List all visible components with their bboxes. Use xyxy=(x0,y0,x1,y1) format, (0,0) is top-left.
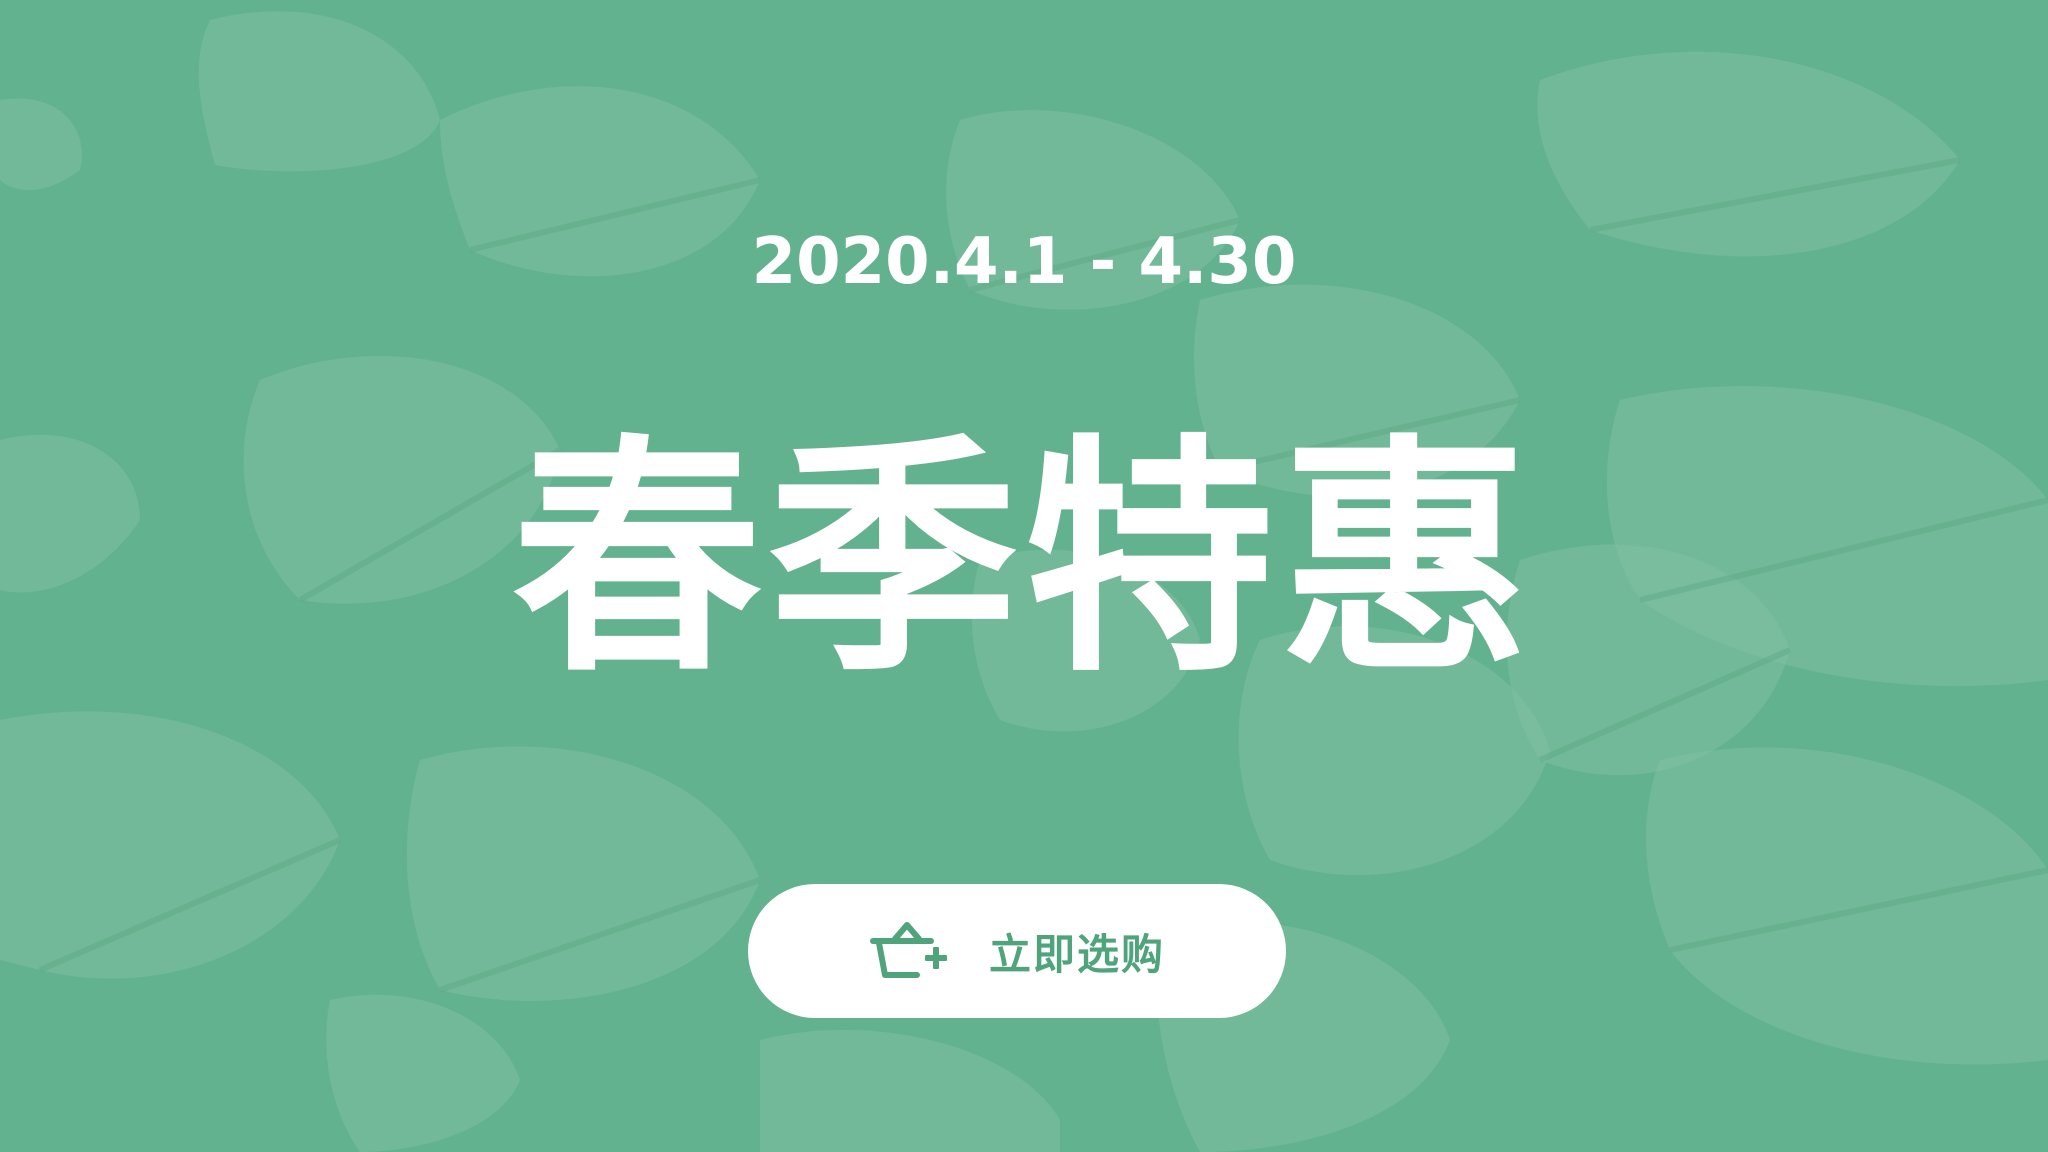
shopping-basket-add-icon xyxy=(869,922,947,978)
shop-now-button[interactable]: 立即选购 xyxy=(748,884,1286,1018)
shop-now-label: 立即选购 xyxy=(988,930,1165,978)
promo-date-range: 2020.4.1 - 4.30 xyxy=(751,225,1297,299)
promo-headline: 春季特惠 xyxy=(512,414,1536,705)
